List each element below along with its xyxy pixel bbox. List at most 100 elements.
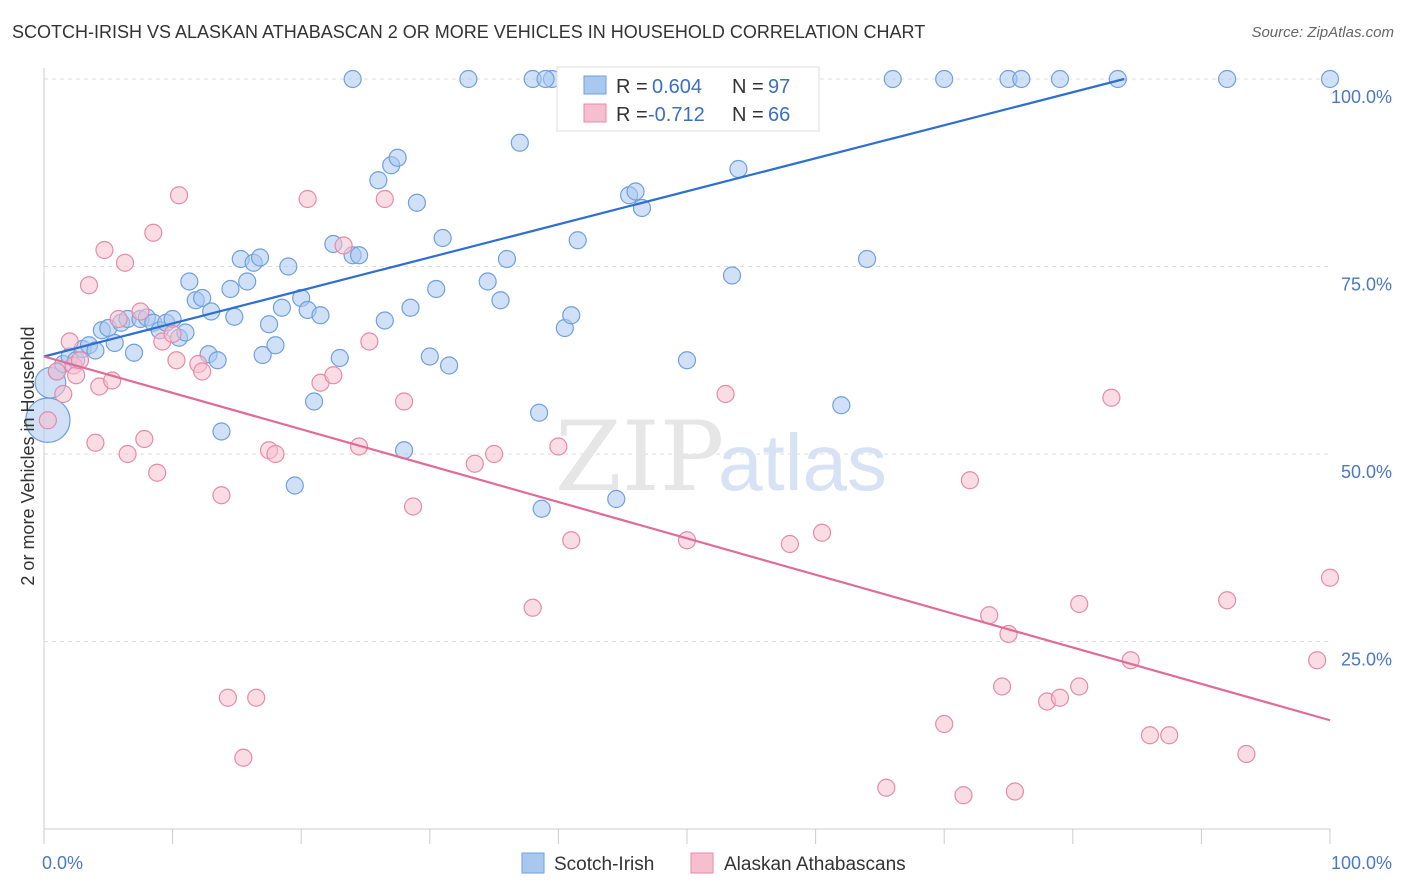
alaskan-athabascan-point-22 (169, 186, 189, 205)
alaskan-athabascan-point-25 (212, 486, 231, 505)
scotch-irish-point-14 (124, 343, 144, 362)
scotch-irish-point-50 (369, 171, 388, 190)
scotch-irish-point-82 (729, 159, 748, 179)
scotch-irish-point-23 (180, 272, 199, 291)
alaskan-athabascan-point-31 (298, 189, 317, 209)
scotch-irish-point-88 (935, 69, 954, 89)
legend-r-value-alaskan-athabascans: -0.712 (648, 104, 705, 126)
trend-layer (43, 77, 1331, 722)
legend-swatch-scotch-irish (583, 75, 607, 95)
x-tick-label-1: 100.0% (1331, 853, 1392, 873)
bottom-legend-swatch-scotch-irish (521, 852, 545, 874)
scotch-irish-point-35 (250, 248, 270, 267)
alaskan-athabascan-point-34 (334, 236, 353, 255)
scotch-irish-point-31 (225, 307, 244, 326)
alaskan-athabascan-point-0 (38, 411, 57, 430)
scotch-irish-point-81 (722, 266, 742, 285)
alaskan-athabascan-point-10 (95, 240, 114, 260)
alaskan-athabascan-point-48 (812, 523, 832, 542)
scotch-irish-point-60 (439, 356, 459, 375)
alaskan-athabascan-point-51 (954, 786, 973, 805)
alaskan-athabascan-point-64 (1160, 726, 1179, 745)
scotch-irish-point-87 (883, 69, 902, 89)
scotch-irish-point-38 (266, 336, 285, 355)
alaskan-athabascan-point-15 (131, 302, 150, 321)
scotch-irish-point-37 (259, 315, 279, 334)
bottom-legend-swatch-alaskan-athabascans (690, 852, 714, 874)
scotch-irish-point-92 (1108, 69, 1127, 89)
legend-swatch-alaskan-athabascans (583, 103, 607, 123)
scotch-irish-point-47 (330, 348, 349, 368)
alaskan-athabascan-point-56 (1005, 782, 1025, 801)
y-tick-label-2: 75.0% (1341, 275, 1392, 295)
scotch-irish-point-77 (626, 182, 645, 201)
alaskan-athabascan-point-16 (135, 429, 154, 449)
alaskan-athabascan-point-36 (360, 332, 379, 351)
scotch-irish-point-61 (459, 69, 478, 89)
scotch-irish-point-75 (607, 489, 626, 509)
scotch-irish-point-86 (857, 249, 877, 269)
scotch-irish-point-30 (221, 279, 240, 299)
scotch-irish-point-62 (478, 272, 497, 291)
scotch-irish-point-72 (568, 231, 587, 250)
legend-r-value-scotch-irish: 0.604 (652, 76, 702, 98)
alaskan-athabascan-point-65 (1218, 591, 1237, 610)
alaskan-athabascan-point-2 (54, 384, 73, 404)
alaskan-athabascan-point-28 (247, 688, 266, 707)
alaskan-athabascan-point-5 (67, 366, 86, 385)
scotch-irish-point-85 (832, 396, 851, 415)
legend-r-label-scotch-irish: R = (616, 76, 648, 98)
scotch-irish-point-25 (193, 288, 212, 308)
scotch-irish-point-58 (427, 279, 446, 299)
scotch-irish-point-65 (510, 133, 529, 152)
alaskan-athabascan-point-27 (234, 748, 253, 767)
alaskan-athabascan-point-58 (1050, 688, 1070, 707)
alaskan-athabascan-point-47 (780, 534, 799, 554)
axes-layer: 25.0% 50.0% 75.0% 100.0% 0.0% 100.0% (42, 68, 1392, 873)
alaskan-athabascan-point-60 (1070, 677, 1089, 696)
y-tick-label-0: 25.0% (1341, 650, 1392, 670)
legend-r-label-alaskan-athabascans: R = (616, 104, 648, 126)
bottom-legend: Scotch-Irish Alaskan Athabascans (521, 852, 906, 875)
alaskan-athabascan-point-37 (375, 189, 394, 209)
alaskan-athabascan-point-26 (218, 688, 237, 707)
scotch-irish-point-56 (407, 193, 427, 212)
alaskan-athabascan-point-1 (47, 362, 66, 381)
scotch-irish-point-67 (530, 403, 549, 422)
alaskan-athabascan-point-61 (1102, 388, 1121, 407)
alaskan-athabascan-point-33 (324, 366, 343, 385)
scotch-irish-point-53 (388, 148, 407, 167)
scotch-irish-point-91 (1050, 69, 1070, 89)
scotch-irish-point-49 (349, 246, 369, 265)
alaskan-athabascan-point-44 (562, 531, 581, 550)
alaskan-athabascan-point-24 (193, 362, 212, 381)
scotch-irish-point-63 (491, 291, 510, 310)
alaskan-athabascan-point-13 (115, 253, 135, 272)
scotch-irish-point-80 (677, 351, 697, 370)
y-tick-label-3: 100.0% (1331, 87, 1392, 107)
source-credit: Source: ZipAtlas.com (1251, 24, 1394, 41)
legend-n-label-alaskan-athabascans: N = (732, 104, 764, 126)
watermark-atlas: atlas (718, 418, 887, 507)
alaskan-athabascan-point-50 (935, 714, 954, 734)
alaskan-athabascan-point-67 (1308, 651, 1327, 670)
alaskan-athabascan-point-7 (79, 276, 99, 295)
alaskan-athabascan-point-42 (523, 598, 542, 617)
scotch-irish-point-96 (536, 69, 555, 89)
scotch-irish-point-95 (343, 69, 362, 89)
alaskan-athabascan-point-20 (163, 324, 182, 344)
alaskan-athabascan-point-14 (118, 444, 137, 464)
scotch-irish-point-36 (253, 345, 272, 365)
watermark-zip: ZIP (555, 401, 724, 513)
scotch-irish-point-29 (212, 422, 231, 441)
scotch-irish-point-64 (497, 249, 517, 269)
scotch-irish-point-39 (272, 298, 292, 317)
y-axis-label: 2 or more Vehicles in Household (18, 326, 38, 585)
legend-n-value-scotch-irish: 97 (768, 76, 790, 98)
alaskan-athabascan-point-59 (1070, 594, 1089, 614)
scotch-irish-point-71 (562, 306, 581, 325)
alaskan-athabascan-point-46 (716, 384, 735, 404)
legend-n-value-alaskan-athabascans: 66 (768, 104, 790, 126)
alaskan-athabascan-point-17 (144, 223, 163, 242)
legend-n-label-scotch-irish: N = (732, 76, 764, 98)
